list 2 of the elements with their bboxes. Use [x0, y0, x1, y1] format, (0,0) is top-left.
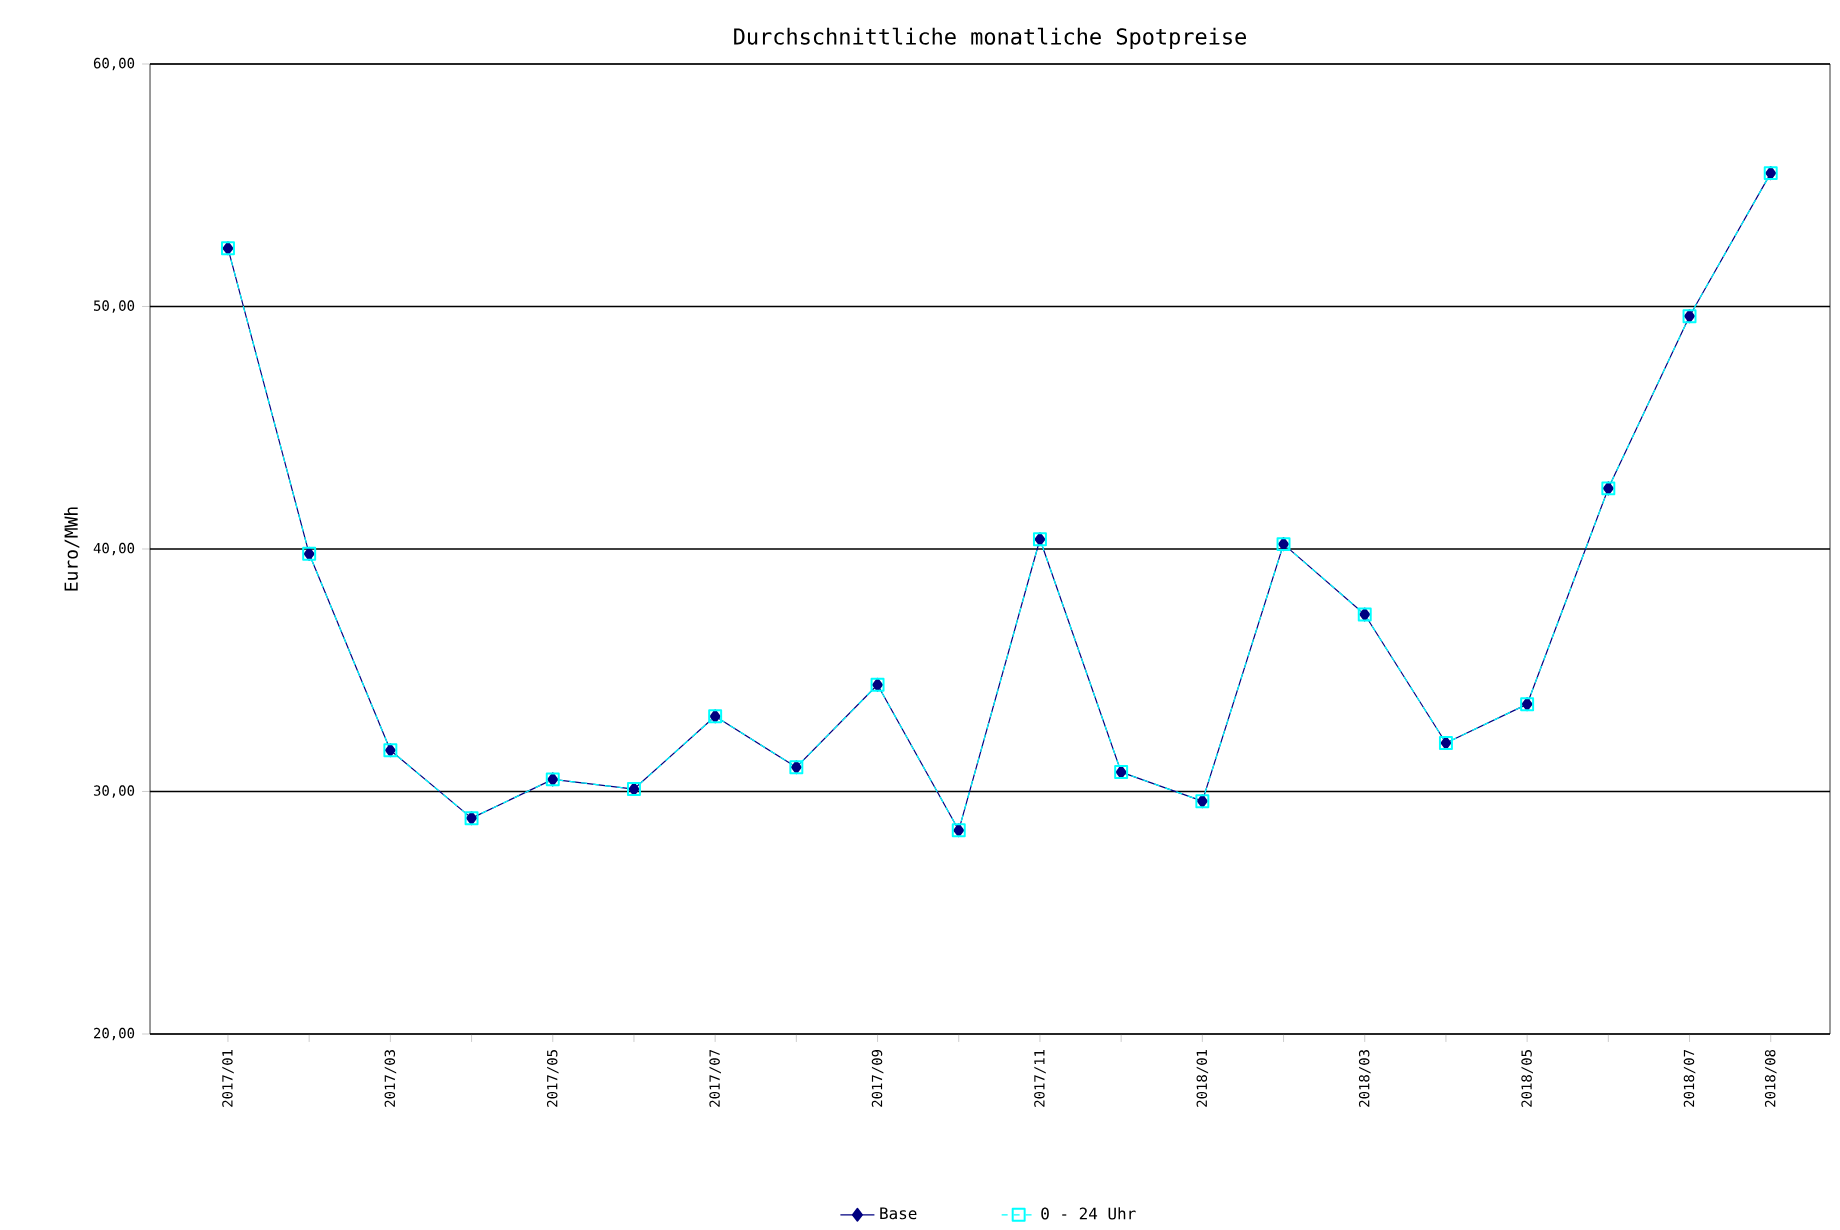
chart-title: Durchschnittliche monatliche Spotpreise	[734, 27, 1246, 49]
y-axis-title: Euro/MWh	[64, 507, 80, 591]
